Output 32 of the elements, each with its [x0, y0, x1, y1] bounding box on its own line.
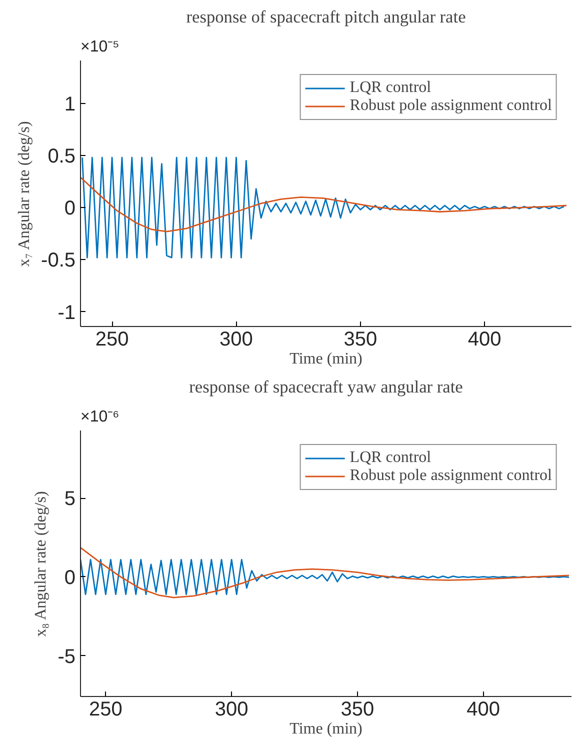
text: ×10⁻⁵	[80, 38, 120, 56]
legend-label: LQR control	[350, 79, 432, 97]
text: ×10⁻⁶	[80, 408, 120, 426]
line-series	[80, 547, 570, 598]
y-tick-label: -1	[58, 302, 76, 324]
legend-label: LQR control	[350, 449, 432, 467]
x-axis-title: Time (min)	[290, 720, 362, 738]
x-tick-label: 250	[95, 328, 129, 350]
line-series	[80, 558, 570, 596]
chart-title: response of spacecraft pitch angular rate	[186, 8, 466, 26]
y-tick-label: -0.5	[41, 250, 76, 272]
y-axis-title: x₇ Angular rate (deg/s)	[16, 121, 34, 267]
y-tick-label: 5	[64, 488, 76, 510]
legend-label: Robust pole assignment control	[350, 467, 552, 485]
y-tick-label: 1	[64, 93, 76, 116]
x-axis-title: Time (min)	[290, 350, 362, 368]
x-tick-label: 350	[340, 698, 374, 720]
x-tick-label: 400	[468, 328, 502, 350]
legend-label: Robust pole assignment control	[350, 97, 552, 115]
x-tick-label: 300	[220, 328, 253, 350]
line-series	[82, 156, 565, 258]
x-tick-label: 300	[214, 698, 248, 720]
y-axis-title: x₈ Angular rate (deg/s)	[32, 491, 50, 637]
y-tick-label: 0.5	[48, 145, 76, 168]
y-tick-label: 0	[64, 566, 76, 589]
y-tick-label: 0	[64, 198, 76, 220]
x-tick-label: 400	[466, 698, 500, 720]
chart-title: response of spacecraft yaw angular rate	[189, 378, 464, 396]
x-tick-label: 250	[88, 698, 122, 720]
line-series	[80, 176, 568, 232]
y-tick-label: -5	[58, 646, 76, 668]
x-tick-label: 350	[344, 328, 378, 350]
